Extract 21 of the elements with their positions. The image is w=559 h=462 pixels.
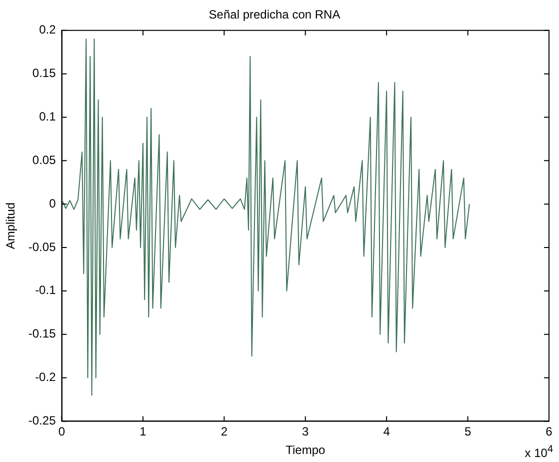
x-tick-label: 1 (140, 424, 147, 439)
text: x 10$^{4}$ (524, 444, 553, 460)
x-tick-label: 0 (58, 424, 66, 439)
y-tick-label: 0.2 (39, 22, 56, 37)
y-tick-label: -0.2 (35, 370, 56, 384)
x-tick-label: 6 (546, 424, 553, 439)
x-tick-label: 4 (383, 424, 390, 439)
y-tick-label: 0.05 (32, 152, 56, 167)
x-tick-label: 5 (464, 424, 472, 439)
y-tick-label: 0 (49, 196, 56, 210)
y-tick-label: -0.25 (28, 414, 56, 428)
x-axis-title: Tiempo (286, 443, 326, 458)
chart-title: Señal predicha con RNA (208, 8, 340, 22)
x-tick-label: 2 (220, 424, 228, 439)
y-tick-label: 0.15 (32, 66, 56, 80)
y-axis-title: Amplitud (4, 202, 18, 250)
y-tick-label: -0.05 (28, 240, 56, 254)
y-tick-label: 0.1 (39, 110, 56, 124)
y-tick-label: -0.1 (35, 283, 56, 298)
y-tick-label: -0.15 (28, 326, 56, 341)
x-tick-label: 3 (302, 424, 310, 439)
